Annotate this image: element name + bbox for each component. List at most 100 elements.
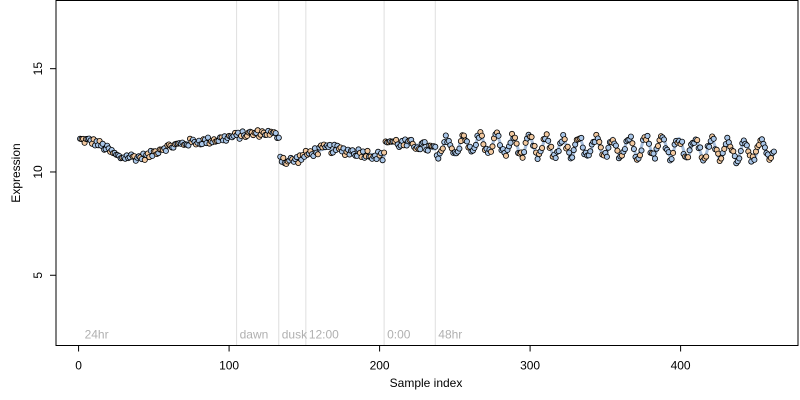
y-axis-title: Expression xyxy=(9,143,23,202)
data-point xyxy=(545,137,552,144)
data-point xyxy=(531,142,538,149)
time-marker-lines xyxy=(236,0,436,346)
data-point xyxy=(597,144,604,151)
data-point xyxy=(507,139,514,146)
data-point xyxy=(502,152,509,159)
data-point xyxy=(668,156,675,163)
data-point xyxy=(661,136,668,143)
data-point xyxy=(596,138,603,145)
data-point xyxy=(630,145,637,152)
data-point xyxy=(472,141,479,148)
data-point xyxy=(670,149,677,156)
x-tick-label: 100 xyxy=(219,359,239,373)
data-point xyxy=(578,134,585,141)
time-marker-label: 48hr xyxy=(438,328,462,342)
data-point xyxy=(280,154,287,161)
x-tick-label: 0 xyxy=(75,359,82,373)
data-point xyxy=(552,154,559,161)
data-point xyxy=(539,144,546,151)
data-point xyxy=(314,151,321,158)
data-point xyxy=(512,134,519,141)
data-point xyxy=(561,136,568,143)
data-point xyxy=(534,155,541,162)
data-point xyxy=(528,133,535,140)
data-point xyxy=(612,142,619,149)
data-point xyxy=(570,147,577,154)
time-marker-label: dawn xyxy=(240,328,269,342)
data-point xyxy=(421,139,428,146)
data-point xyxy=(435,155,442,162)
data-point xyxy=(710,135,717,142)
data-point xyxy=(743,142,750,149)
data-point xyxy=(603,153,610,160)
x-tick-label: 300 xyxy=(520,359,540,373)
data-point xyxy=(638,147,645,154)
data-point xyxy=(718,155,725,162)
data-point xyxy=(650,150,657,157)
data-point xyxy=(703,153,710,160)
data-point xyxy=(548,143,555,150)
data-point xyxy=(686,147,693,154)
time-marker-label: dusk xyxy=(282,328,308,342)
data-point xyxy=(381,149,388,156)
data-point xyxy=(456,145,463,152)
data-point xyxy=(275,134,282,141)
data-point xyxy=(767,154,774,161)
data-point xyxy=(706,143,713,150)
data-point xyxy=(694,137,701,144)
data-point xyxy=(417,146,424,153)
data-point xyxy=(679,138,686,145)
data-point xyxy=(463,138,470,145)
data-point xyxy=(566,149,573,156)
plot-frame xyxy=(55,0,799,346)
time-marker-label: 12:00 xyxy=(309,328,339,342)
x-tick-label: 200 xyxy=(370,359,390,373)
data-point xyxy=(569,154,576,161)
data-point xyxy=(513,140,520,147)
data-point xyxy=(439,145,446,152)
data-point xyxy=(272,130,279,137)
data-point xyxy=(697,144,704,151)
x-axis: 0 100 200 300 400 xyxy=(75,345,691,373)
data-point xyxy=(761,144,768,151)
data-point xyxy=(432,143,439,150)
data-point xyxy=(519,154,526,161)
data-point xyxy=(621,146,628,153)
x-axis-title: Sample index xyxy=(390,376,463,390)
data-point xyxy=(579,144,586,151)
data-point xyxy=(587,148,594,155)
data-point xyxy=(770,148,777,155)
y-tick-label: 10 xyxy=(31,165,45,179)
data-points xyxy=(77,127,777,167)
data-point xyxy=(564,143,571,150)
y-tick-label: 15 xyxy=(31,62,45,76)
data-point xyxy=(543,131,550,138)
data-point xyxy=(737,147,744,154)
data-point xyxy=(379,157,386,164)
data-point xyxy=(478,132,485,139)
data-point xyxy=(424,147,431,154)
data-point xyxy=(495,132,502,139)
data-point xyxy=(204,134,211,141)
time-marker-label: 0:00 xyxy=(387,328,411,342)
data-point xyxy=(605,144,612,151)
data-point xyxy=(751,156,758,163)
data-point xyxy=(442,132,449,139)
y-axis: 5 10 15 xyxy=(31,62,56,279)
data-point xyxy=(646,140,653,147)
data-point xyxy=(652,155,659,162)
time-marker-labels: 24hr dawn dusk 12:00 0:00 48hr xyxy=(85,328,463,342)
data-point xyxy=(644,132,651,139)
data-point xyxy=(521,149,528,156)
time-marker-label: 24hr xyxy=(85,328,109,342)
data-point xyxy=(627,133,634,140)
y-tick-label: 5 xyxy=(31,272,45,279)
data-point xyxy=(555,148,562,155)
data-point xyxy=(655,142,662,149)
data-point xyxy=(162,147,169,154)
data-point xyxy=(736,155,743,162)
data-point xyxy=(364,147,371,154)
x-tick-label: 400 xyxy=(671,359,691,373)
data-point xyxy=(489,143,496,150)
